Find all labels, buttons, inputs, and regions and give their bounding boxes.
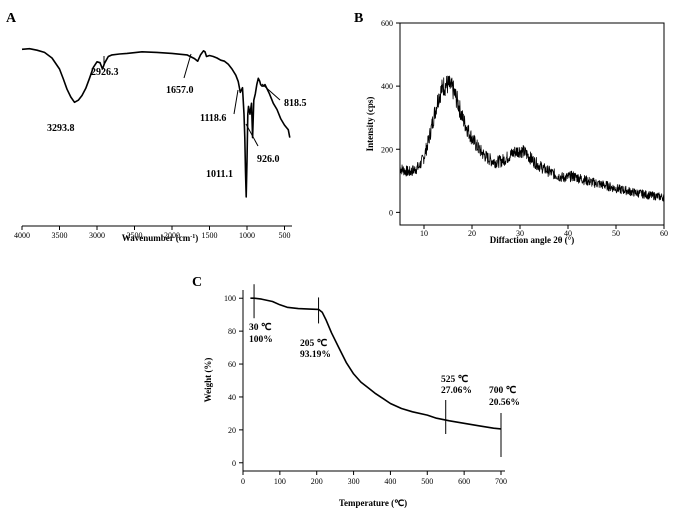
panel-c-x-tick-label: 600 xyxy=(458,477,470,486)
panel-a-ann-1011: 1011.1 xyxy=(206,169,233,180)
panel-c-x-tick-label: 300 xyxy=(348,477,360,486)
panel-b-y-label: Intensity (cps) xyxy=(365,97,375,152)
panel-c: C 0 100 200 300 400 500 600 700 0 20 40 60 80 100 Tem… xyxy=(192,275,520,508)
panel-a-leader-926 xyxy=(245,123,259,147)
panel-c-ann-525-temp: 525 ℃ xyxy=(441,374,469,385)
panel-a-x-tick-label: 2500 xyxy=(127,231,143,240)
panel-c-y-tick-label: 20 xyxy=(228,426,236,435)
panel-b-x-tick-label: 10 xyxy=(420,229,428,238)
panel-c-ann-30-pct: 100% xyxy=(249,335,273,345)
panel-a-ann-1118: 1118.6 xyxy=(200,113,226,124)
panel-c-ann-30-temp: 30 ℃ xyxy=(249,322,272,333)
panel-b-x-tick-label: 60 xyxy=(660,229,668,238)
panel-a-x-tick-label: 1000 xyxy=(239,231,255,240)
panel-b-x-label: Diffaction angle 2θ (°) xyxy=(490,235,575,245)
panel-a-x-tick-label: 1500 xyxy=(202,231,218,240)
panel-c-ann-700-pct: 20.56% xyxy=(489,398,520,408)
panel-a-ann-926: 926.0 xyxy=(257,154,280,165)
panel-b-y-tick-label: 600 xyxy=(381,19,393,28)
panel-a-leader-1118 xyxy=(233,89,239,115)
panel-b-plot-frame xyxy=(399,22,665,226)
panel-c-ann-205-temp: 205 ℃ xyxy=(300,338,328,349)
panel-a-leader-1657 xyxy=(183,53,192,79)
panel-b-x-tick-label: 50 xyxy=(612,229,620,238)
panel-c-label: C xyxy=(192,275,202,290)
panel-a-ftir-series xyxy=(21,47,291,198)
panel-c-x-tick-label: 700 xyxy=(495,477,507,486)
panel-a-label: A xyxy=(6,11,17,26)
panel-b-y-tick-label: 200 xyxy=(381,145,393,154)
panel-c-x-tick-label: 100 xyxy=(274,477,286,486)
panel-a: A 4000 3500 3000 2500 2000 1500 1000 500 Wavenu… xyxy=(6,11,307,243)
panel-b-x-tick-label: 30 xyxy=(516,229,524,238)
panel-b-label: B xyxy=(354,11,363,26)
panel-b-y-tick-label: 400 xyxy=(381,82,393,91)
panel-a-ann-1657: 1657.0 xyxy=(166,85,194,96)
panel-b-xrd-series xyxy=(399,75,665,202)
panel-a-x-tick-label: 500 xyxy=(279,231,291,240)
panel-c-y-label: Weight (%) xyxy=(203,358,213,403)
panel-b-y-tick-label: 0 xyxy=(389,208,393,217)
panel-a-x-label: Wavenumber (cm-1) xyxy=(122,233,199,243)
panel-c-y-tick-label: 80 xyxy=(228,327,236,336)
panel-a-x-tick-label: 3000 xyxy=(89,231,105,240)
panel-a-x-tick-label: 3500 xyxy=(52,231,68,240)
panel-c-y-tick-label: 40 xyxy=(228,393,236,402)
panel-a-x-tick-label: 4000 xyxy=(14,231,30,240)
panel-c-y-tick-label: 60 xyxy=(228,360,236,369)
panel-c-x-label: Temperature (℃) xyxy=(339,498,407,508)
panel-b-x-tick-label: 20 xyxy=(468,229,476,238)
panel-a-ann-3293: 3293.8 xyxy=(47,123,75,134)
panel-c-ann-700-temp: 700 ℃ xyxy=(489,385,517,396)
panel-c-y-tick-label: 100 xyxy=(224,294,236,303)
panel-a-ann-2926: 2926.3 xyxy=(91,67,119,78)
panel-c-x-tick-label: 500 xyxy=(421,477,433,486)
panel-b-x-tick-label: 40 xyxy=(564,229,572,238)
panel-a-x-tick-label: 2000 xyxy=(164,231,180,240)
panel-a-ann-818: 818.5 xyxy=(284,98,307,109)
panel-c-x-tick-label: 400 xyxy=(384,477,396,486)
panel-c-x-tick-label: 0 xyxy=(241,477,245,486)
panel-a-leader-818 xyxy=(261,83,281,101)
panel-c-tga-series xyxy=(250,297,502,430)
panel-c-ann-205-pct: 93.19% xyxy=(300,350,331,360)
panel-c-y-tick-label: 0 xyxy=(232,459,236,468)
panel-c-ann-525-pct: 27.06% xyxy=(441,386,472,396)
panel-c-x-tick-label: 200 xyxy=(311,477,323,486)
